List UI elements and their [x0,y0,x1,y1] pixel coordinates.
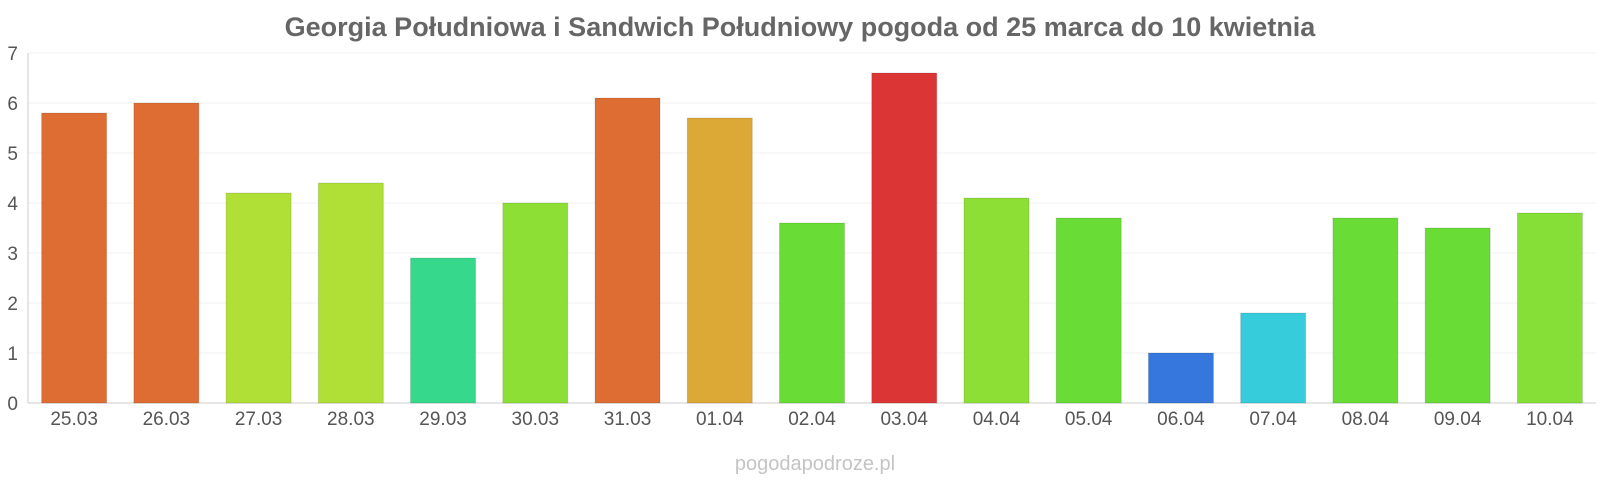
x-tick-label: 27.03 [235,409,283,430]
bars [41,72,1583,404]
source-watermark: pogodapodroze.pl [735,453,895,475]
y-tick-label: 2 [7,294,18,315]
y-tick-label: 5 [7,144,18,165]
x-tick-label: 09.04 [1434,409,1482,430]
x-tick-label: 07.04 [1249,409,1297,430]
x-tick-label: 29.03 [419,409,467,430]
y-tick-label: 7 [7,44,18,65]
x-tick-label: 30.03 [512,409,560,430]
x-tick-label: 26.03 [143,409,191,430]
x-tick-label: 06.04 [1157,409,1205,430]
bar-04.04 [963,197,1030,404]
x-tick-label: 04.04 [973,409,1021,430]
y-tick-label: 4 [7,194,18,215]
chart-title: Georgia Południowa i Sandwich Południowy… [285,12,1317,42]
x-tick-label: 10.04 [1526,409,1574,430]
bar-27.03 [225,192,292,404]
bar-26.03 [133,102,200,404]
bar-28.03 [317,182,384,404]
y-tick-label: 0 [7,394,18,415]
bar-02.04 [779,222,845,404]
bar-01.04 [686,117,753,404]
bar-07.04 [1240,312,1307,404]
bar-08.04 [1332,217,1399,404]
bar-05.04 [1055,217,1122,404]
x-tick-label: 03.04 [880,409,928,430]
x-tick-labels: 25.03 26.03 27.03 28.03 29.03 30.03 31.03 01.04… [50,409,1574,430]
bar-09.04 [1424,227,1491,404]
bar-10.04 [1516,212,1583,404]
x-tick-label: 31.03 [604,409,652,430]
bar-29.03 [410,257,477,404]
x-tick-label: 08.04 [1342,409,1390,430]
bar-25.03 [41,112,108,404]
x-tick-label: 01.04 [696,409,744,430]
y-tick-label: 1 [7,344,18,365]
y-tick-label: 3 [7,244,18,265]
bar-03.04 [871,72,938,404]
x-tick-label: 02.04 [788,409,836,430]
bar-06.04 [1147,352,1214,404]
x-tick-label: 28.03 [327,409,375,430]
bar-31.03 [594,97,661,404]
y-tick-labels: 0 1 2 3 4 5 6 7 [7,44,18,415]
x-tick-label: 25.03 [50,409,98,430]
x-tick-label: 05.04 [1065,409,1113,430]
bar-30.03 [502,202,569,404]
y-tick-label: 6 [7,94,18,115]
